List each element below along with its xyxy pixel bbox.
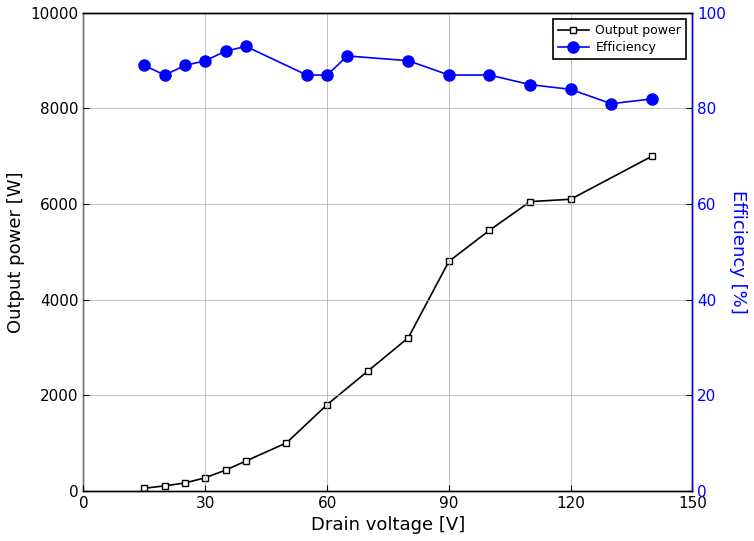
Output power xyxy=(201,474,210,481)
Output power xyxy=(180,480,189,486)
Efficiency xyxy=(343,52,352,59)
Efficiency xyxy=(526,81,535,88)
Efficiency xyxy=(403,57,412,64)
Efficiency xyxy=(607,101,616,107)
Output power xyxy=(566,196,575,202)
Line: Efficiency: Efficiency xyxy=(139,41,657,109)
X-axis label: Drain voltage [V]: Drain voltage [V] xyxy=(311,516,465,534)
Output power xyxy=(526,199,535,205)
Efficiency xyxy=(180,62,189,69)
Output power xyxy=(221,467,230,473)
Efficiency xyxy=(302,72,311,78)
Output power xyxy=(160,483,169,489)
Efficiency xyxy=(160,72,169,78)
Output power xyxy=(648,153,657,160)
Efficiency xyxy=(241,43,250,50)
Output power xyxy=(403,334,412,341)
Efficiency xyxy=(323,72,332,78)
Output power xyxy=(485,227,494,234)
Efficiency xyxy=(201,57,210,64)
Output power xyxy=(363,368,372,374)
Output power xyxy=(323,401,332,408)
Y-axis label: Output power [W]: Output power [W] xyxy=(7,171,25,333)
Efficiency xyxy=(566,86,575,93)
Output power xyxy=(139,485,149,491)
Output power xyxy=(282,440,291,446)
Efficiency xyxy=(221,48,230,55)
Legend: Output power, Efficiency: Output power, Efficiency xyxy=(553,19,686,59)
Output power xyxy=(444,258,453,265)
Output power xyxy=(241,458,250,464)
Efficiency xyxy=(485,72,494,78)
Efficiency xyxy=(648,96,657,102)
Line: Output power: Output power xyxy=(141,153,655,492)
Efficiency xyxy=(444,72,453,78)
Y-axis label: Efficiency [%]: Efficiency [%] xyxy=(729,190,747,314)
Efficiency xyxy=(139,62,149,69)
